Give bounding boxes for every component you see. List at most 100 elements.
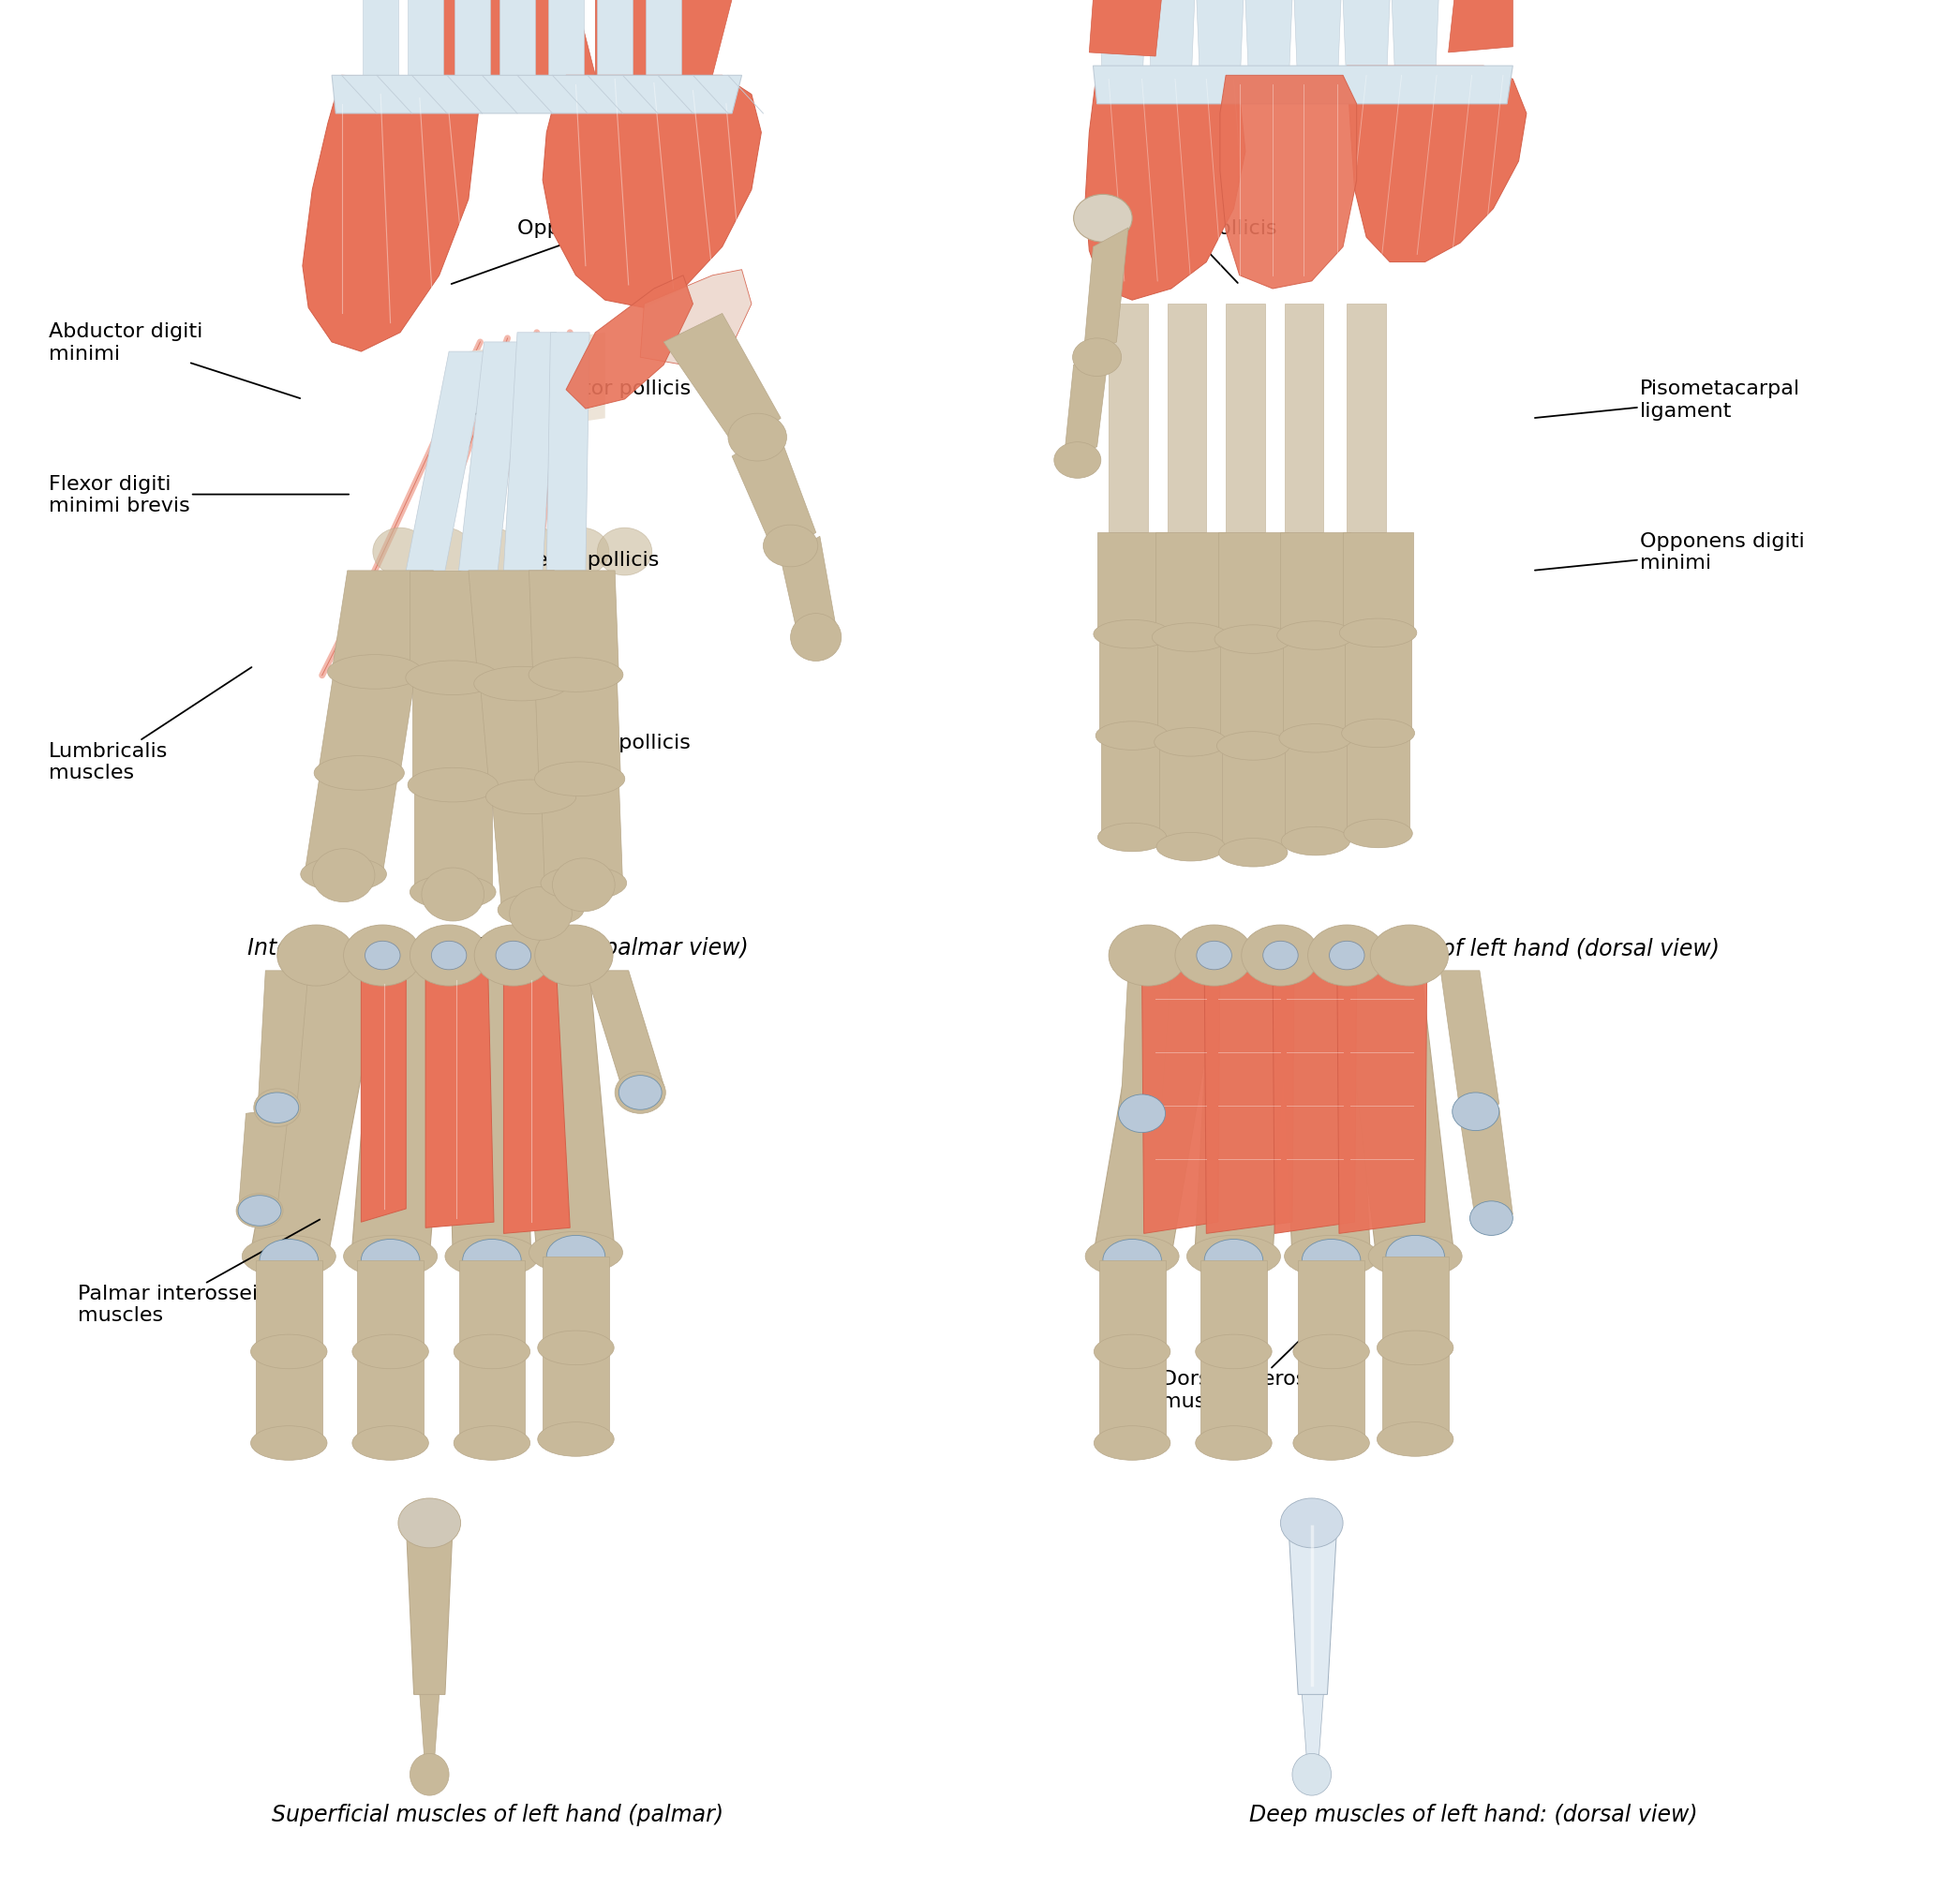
Polygon shape xyxy=(1347,733,1409,834)
Ellipse shape xyxy=(1097,823,1167,851)
Ellipse shape xyxy=(1093,1426,1171,1460)
Polygon shape xyxy=(1083,228,1128,358)
Ellipse shape xyxy=(728,415,787,461)
Polygon shape xyxy=(258,971,308,1112)
Polygon shape xyxy=(1097,533,1167,634)
Text: Abductor digiti
minimi: Abductor digiti minimi xyxy=(49,322,301,400)
Text: Lumbricalis
muscles: Lumbricalis muscles xyxy=(49,668,252,783)
Polygon shape xyxy=(305,773,398,874)
Ellipse shape xyxy=(344,1236,437,1278)
Polygon shape xyxy=(543,76,761,308)
Polygon shape xyxy=(1109,305,1148,533)
Polygon shape xyxy=(414,784,492,893)
Polygon shape xyxy=(1343,971,1454,1257)
Polygon shape xyxy=(303,76,478,352)
Polygon shape xyxy=(1093,67,1513,105)
Ellipse shape xyxy=(351,1335,429,1369)
Ellipse shape xyxy=(1329,941,1364,969)
Ellipse shape xyxy=(529,659,623,693)
Ellipse shape xyxy=(277,925,355,986)
Ellipse shape xyxy=(1103,1240,1161,1281)
Polygon shape xyxy=(1382,1257,1448,1348)
Polygon shape xyxy=(1298,1260,1364,1352)
Ellipse shape xyxy=(1281,1498,1343,1548)
Polygon shape xyxy=(363,0,398,76)
Ellipse shape xyxy=(1370,925,1448,986)
Ellipse shape xyxy=(1109,925,1187,986)
Polygon shape xyxy=(595,0,732,76)
Polygon shape xyxy=(406,1523,453,1695)
Ellipse shape xyxy=(408,767,498,803)
Polygon shape xyxy=(357,1260,424,1352)
Ellipse shape xyxy=(474,666,568,701)
Ellipse shape xyxy=(498,893,584,927)
Polygon shape xyxy=(250,971,381,1257)
Polygon shape xyxy=(1200,1352,1267,1443)
Polygon shape xyxy=(412,678,494,784)
Polygon shape xyxy=(1197,0,1243,95)
Polygon shape xyxy=(332,76,742,114)
Polygon shape xyxy=(1099,634,1165,737)
Ellipse shape xyxy=(1214,625,1292,653)
Ellipse shape xyxy=(418,527,472,575)
Ellipse shape xyxy=(453,1335,531,1369)
Polygon shape xyxy=(543,1257,609,1348)
Ellipse shape xyxy=(1292,1335,1370,1369)
Polygon shape xyxy=(1156,533,1226,638)
Polygon shape xyxy=(492,798,580,910)
Ellipse shape xyxy=(541,866,627,901)
Polygon shape xyxy=(480,684,572,798)
Polygon shape xyxy=(586,971,664,1097)
Polygon shape xyxy=(1302,1695,1323,1775)
Polygon shape xyxy=(459,1352,525,1443)
Polygon shape xyxy=(1200,1260,1267,1352)
Text: Adductor pollicis: Adductor pollicis xyxy=(422,733,691,752)
Ellipse shape xyxy=(486,781,576,815)
Ellipse shape xyxy=(1074,339,1120,377)
Ellipse shape xyxy=(1118,1095,1165,1133)
Ellipse shape xyxy=(344,925,422,986)
Text: Opponens digiti
minimi: Opponens digiti minimi xyxy=(1534,531,1804,573)
Polygon shape xyxy=(332,571,433,672)
Ellipse shape xyxy=(474,925,552,986)
Polygon shape xyxy=(1142,971,1220,1234)
Ellipse shape xyxy=(250,1426,328,1460)
Polygon shape xyxy=(1159,743,1222,847)
Ellipse shape xyxy=(509,527,564,575)
Ellipse shape xyxy=(1368,1236,1462,1278)
Ellipse shape xyxy=(373,527,427,575)
Ellipse shape xyxy=(314,756,404,790)
Ellipse shape xyxy=(554,527,609,575)
Polygon shape xyxy=(1099,1352,1165,1443)
Polygon shape xyxy=(1089,0,1161,57)
Ellipse shape xyxy=(410,925,488,986)
Ellipse shape xyxy=(1195,1335,1273,1369)
Text: Pisometacarpal
ligament: Pisometacarpal ligament xyxy=(1534,379,1800,421)
Polygon shape xyxy=(420,0,595,76)
Ellipse shape xyxy=(537,1422,615,1457)
Polygon shape xyxy=(1195,967,1288,1257)
Polygon shape xyxy=(529,571,619,676)
Ellipse shape xyxy=(254,1089,301,1127)
Text: Abductor pollicis
brevis: Abductor pollicis brevis xyxy=(441,379,691,421)
Ellipse shape xyxy=(1204,1240,1263,1281)
Polygon shape xyxy=(1064,352,1109,461)
Polygon shape xyxy=(1167,305,1206,533)
Polygon shape xyxy=(547,333,590,571)
Ellipse shape xyxy=(260,1240,318,1281)
Ellipse shape xyxy=(465,527,519,575)
Ellipse shape xyxy=(537,1331,615,1365)
Ellipse shape xyxy=(1470,1201,1513,1236)
Ellipse shape xyxy=(509,887,572,941)
Polygon shape xyxy=(1204,971,1294,1234)
Polygon shape xyxy=(256,1352,322,1443)
Polygon shape xyxy=(1226,305,1265,533)
Polygon shape xyxy=(408,0,443,76)
Ellipse shape xyxy=(1197,941,1232,969)
Ellipse shape xyxy=(1074,194,1132,242)
Ellipse shape xyxy=(1263,941,1298,969)
Ellipse shape xyxy=(1284,1236,1378,1278)
Ellipse shape xyxy=(361,1240,420,1281)
Ellipse shape xyxy=(496,941,531,969)
Polygon shape xyxy=(646,0,681,76)
